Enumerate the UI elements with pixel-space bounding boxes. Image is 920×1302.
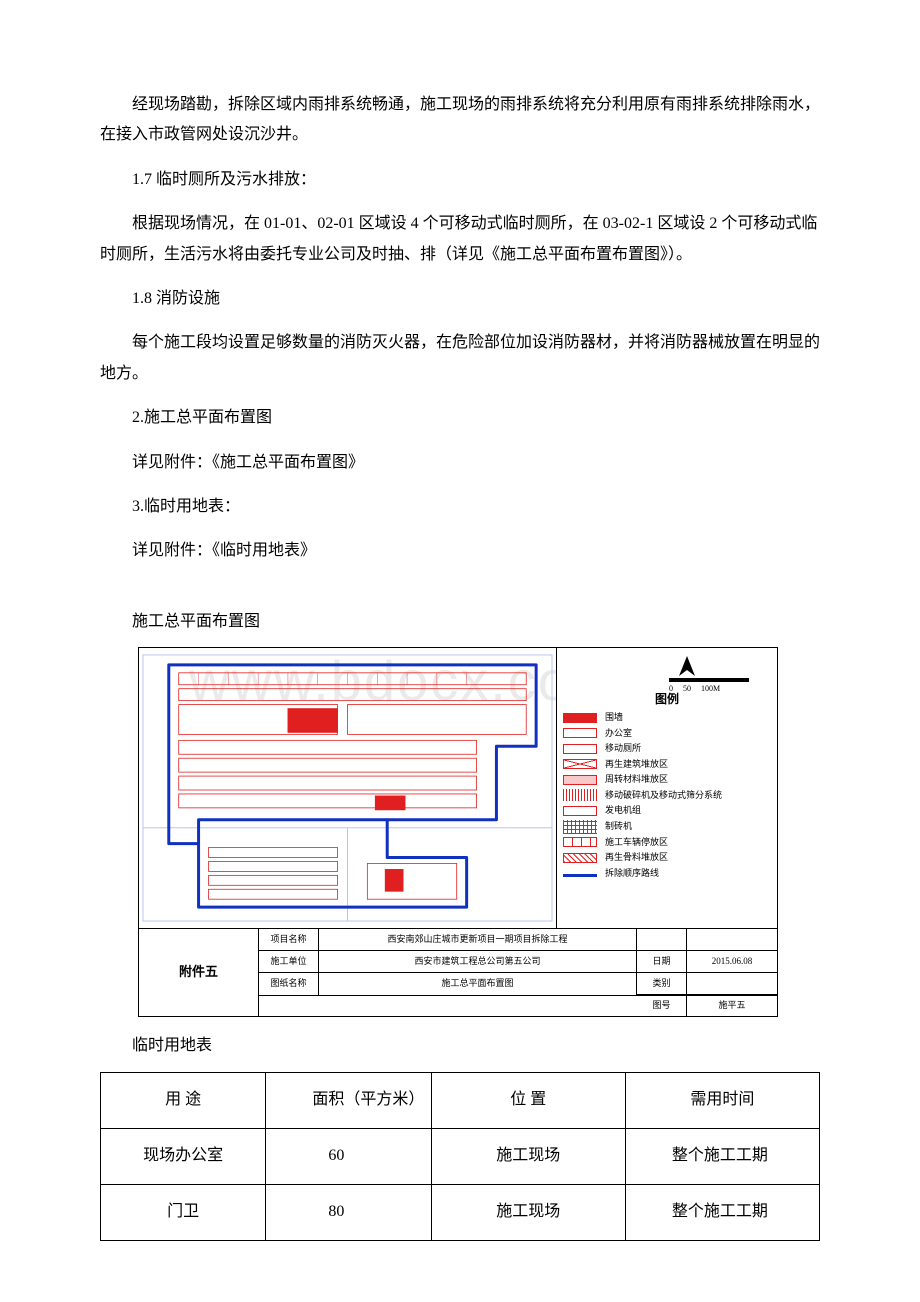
tb-value — [687, 929, 777, 950]
legend-item: 施工车辆停放区 — [563, 836, 771, 850]
map-svg — [139, 648, 556, 928]
legend-item: 移动厕所 — [563, 742, 771, 756]
land-use-table: 用 途 面积（平方米） 位 置 需用时间 现场办公室 60 施工现场 整个施工工… — [100, 1072, 820, 1241]
legend-label: 再生骨料堆放区 — [605, 851, 668, 865]
table-cell: 现场办公室 — [101, 1128, 266, 1184]
land-table-title: 临时用地表 — [100, 1031, 820, 1061]
tb-label: 类别 — [637, 973, 687, 995]
legend-symbol — [563, 820, 597, 834]
legend-item: 围墙 — [563, 711, 771, 725]
site-plan-map: www.bdocx.com — [139, 648, 557, 928]
table-cell: 60 — [266, 1128, 431, 1184]
diagram-title: 施工总平面布置图 — [100, 607, 820, 637]
site-plan-figure: www.bdocx.com — [138, 647, 778, 1017]
legend-label: 制砖机 — [605, 820, 632, 834]
table-row: 门卫 80 施工现场 整个施工工期 — [101, 1184, 820, 1240]
paragraph: 详见附件：《临时用地表》 — [100, 536, 820, 566]
tb-label: 施工单位 — [259, 951, 319, 972]
legend-item: 拆除顺序路线 — [563, 867, 771, 881]
tb-label: 图纸名称 — [259, 973, 319, 995]
legend-label: 周转材料堆放区 — [605, 773, 668, 787]
tb-label: 项目名称 — [259, 929, 319, 950]
legend-label: 围墙 — [605, 711, 623, 725]
section-heading: 1.8 消防设施 — [100, 284, 820, 314]
paragraph: 详见附件：《施工总平面布置图》 — [100, 448, 820, 478]
legend-label: 发电机组 — [605, 804, 641, 818]
table-header: 位 置 — [431, 1072, 625, 1128]
section-heading: 2.施工总平面布置图 — [100, 403, 820, 433]
legend-symbol — [563, 789, 597, 801]
legend-item: 再生建筑堆放区 — [563, 758, 771, 772]
legend-label: 移动厕所 — [605, 742, 641, 756]
table-header-row: 用 途 面积（平方米） 位 置 需用时间 — [101, 1072, 820, 1128]
legend-label: 再生建筑堆放区 — [605, 758, 668, 772]
table-cell: 整个施工工期 — [625, 1128, 819, 1184]
tb-label: 日期 — [637, 951, 687, 972]
legend-label: 办公室 — [605, 727, 632, 741]
table-cell: 施工现场 — [431, 1184, 625, 1240]
legend-symbol — [563, 759, 597, 769]
legend-item: 移动破碎机及移动式筛分系统 — [563, 789, 771, 803]
tb-value: 施平五 — [687, 995, 777, 1016]
attachment-label: 附件五 — [139, 929, 259, 1016]
scale-bar: 0 50 100M — [669, 678, 749, 695]
legend-symbol — [563, 806, 597, 816]
legend-item: 再生骨料堆放区 — [563, 851, 771, 865]
table-cell: 施工现场 — [431, 1128, 625, 1184]
tb-label: 图号 — [637, 995, 687, 1016]
legend-symbol — [563, 775, 597, 785]
legend-symbol — [563, 713, 597, 723]
legend-symbol — [563, 874, 597, 877]
section-heading: 3.临时用地表： — [100, 492, 820, 522]
table-header: 面积（平方米） — [266, 1072, 431, 1128]
section-heading: 1.7 临时厕所及污水排放： — [100, 165, 820, 195]
legend-symbol — [563, 853, 597, 863]
legend-panel: 0 50 100M 图例 围墙办公室移动厕所再生建筑堆放区周转材料堆放区移动破碎… — [557, 648, 777, 928]
legend-symbol — [563, 837, 597, 847]
tb-value: 西安市建筑工程总公司第五公司 — [319, 951, 637, 972]
tb-value: 2015.06.08 — [687, 951, 777, 972]
table-cell: 门卫 — [101, 1184, 266, 1240]
legend-item: 发电机组 — [563, 804, 771, 818]
table-header: 需用时间 — [625, 1072, 819, 1128]
tb-value — [687, 973, 777, 995]
table-cell: 80 — [266, 1184, 431, 1240]
title-block: 附件五 项目名称 西安南郊山庄城市更新项目一期项目拆除工程 施工单位 西安市建筑… — [139, 928, 777, 1016]
table-header: 用 途 — [101, 1072, 266, 1128]
legend-item: 周转材料堆放区 — [563, 773, 771, 787]
tb-value: 施工总平面布置图 — [319, 973, 637, 995]
table-cell: 整个施工工期 — [625, 1184, 819, 1240]
tb-value: 西安南郊山庄城市更新项目一期项目拆除工程 — [319, 929, 637, 950]
tb-label — [637, 929, 687, 950]
legend-symbol — [563, 744, 597, 754]
legend-symbol — [563, 728, 597, 738]
paragraph: 每个施工段均设置足够数量的消防灭火器，在危险部位加设消防器材，并将消防器械放置在… — [100, 328, 820, 389]
legend-label: 施工车辆停放区 — [605, 836, 668, 850]
legend-item: 办公室 — [563, 727, 771, 741]
table-row: 现场办公室 60 施工现场 整个施工工期 — [101, 1128, 820, 1184]
legend-label: 拆除顺序路线 — [605, 867, 659, 881]
legend-item: 制砖机 — [563, 820, 771, 834]
paragraph: 经现场踏勘，拆除区域内雨排系统畅通，施工现场的雨排系统将充分利用原有雨排系统排除… — [100, 90, 820, 151]
legend-label: 移动破碎机及移动式筛分系统 — [605, 789, 722, 803]
paragraph: 根据现场情况，在 01-01、02-01 区域设 4 个可移动式临时厕所，在 0… — [100, 209, 820, 270]
